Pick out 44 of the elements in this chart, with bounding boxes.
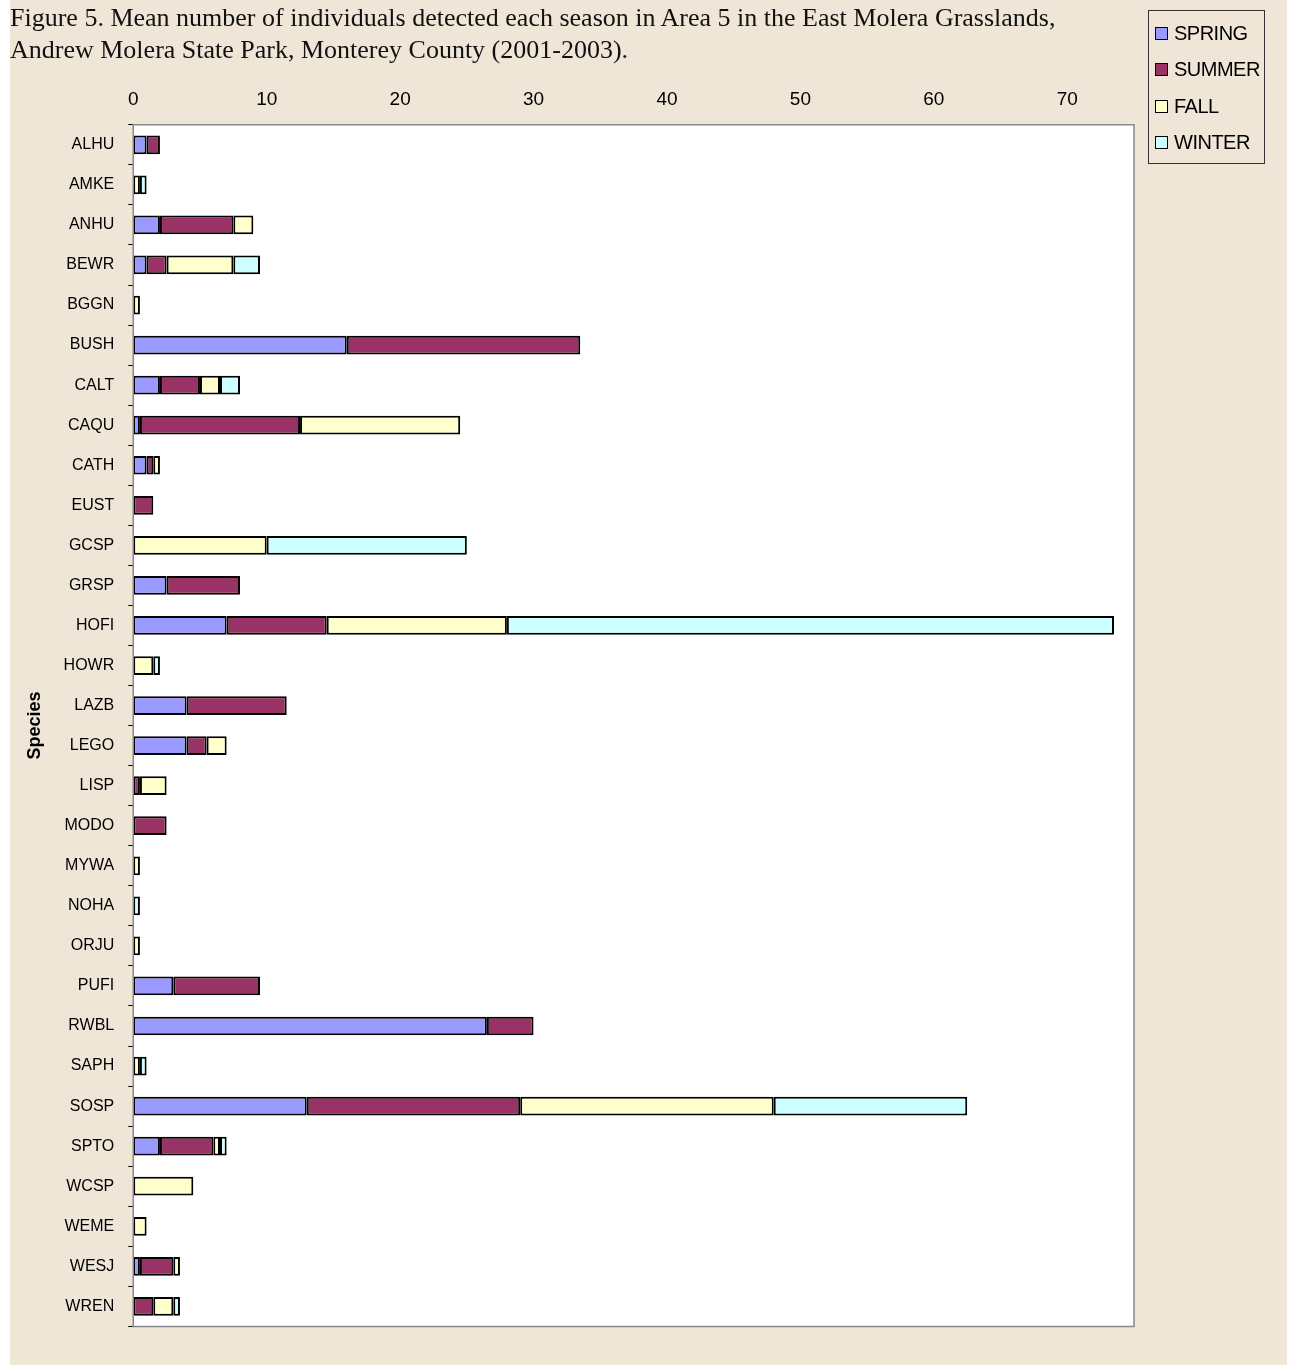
- chart-title: Figure 5. Mean number of individuals detected each season in Area 5 in the East Molera Grasslands, Andrew Molera State Park, Monterey County (2001-2003).: [10, 2, 1057, 66]
- legend-label: WINTER: [1174, 131, 1250, 155]
- y-tick-label: CATH: [71, 455, 115, 473]
- y-tick-label: WREN: [65, 1296, 115, 1314]
- y-tick-label: WCSP: [66, 1176, 115, 1194]
- y-tick-label: PUFI: [77, 976, 115, 994]
- y-tick-label: RWBL: [68, 1016, 115, 1034]
- y-tick-label: EUST: [71, 495, 115, 513]
- y-tick-label: NOHA: [68, 896, 115, 914]
- x-tick-label: 50: [789, 87, 811, 109]
- y-tick-label: GCSP: [68, 535, 115, 553]
- x-tick-label: 40: [656, 87, 678, 109]
- y-tick-label: HOWR: [63, 655, 115, 673]
- y-tick-label: ANHU: [68, 215, 115, 233]
- y-tick-label: WEME: [64, 1216, 115, 1234]
- y-tick-label: CAQU: [68, 415, 115, 433]
- legend-label: FALL: [1174, 94, 1219, 118]
- y-tick-label: ALHU: [71, 135, 115, 153]
- y-tick-label: HOFI: [76, 615, 115, 633]
- y-tick-label: BGGN: [67, 295, 115, 313]
- y-tick-label: SOSP: [69, 1096, 115, 1114]
- legend-label: SPRING: [1174, 21, 1248, 45]
- y-tick-label: SPTO: [70, 1136, 115, 1154]
- y-tick-label: WESJ: [69, 1256, 115, 1274]
- y-axis-title: Species: [23, 691, 44, 760]
- x-tick-label: 70: [1056, 87, 1078, 109]
- y-tick-label: ORJU: [70, 936, 115, 954]
- y-tick-label: CALT: [74, 375, 115, 393]
- x-tick-label: 10: [256, 87, 278, 109]
- x-tick-label: 30: [522, 87, 545, 109]
- x-tick-label: 0: [127, 87, 139, 109]
- y-tick-label: MYWA: [65, 856, 115, 874]
- y-tick-label: SAPH: [70, 1056, 115, 1074]
- y-tick-label: LAZB: [74, 695, 115, 713]
- y-tick-label: AMKE: [68, 175, 115, 193]
- y-tick-label: BEWR: [66, 255, 115, 273]
- y-tick-label: MODO: [64, 816, 115, 834]
- y-tick-label: BUSH: [69, 335, 115, 353]
- legend-label: SUMMER: [1174, 58, 1260, 82]
- y-tick-label: LEGO: [69, 736, 115, 754]
- y-tick-label: LISP: [79, 776, 115, 794]
- x-tick-label: 20: [389, 87, 411, 109]
- x-tick-label: 60: [923, 87, 945, 109]
- y-tick-label: GRSP: [68, 575, 115, 593]
